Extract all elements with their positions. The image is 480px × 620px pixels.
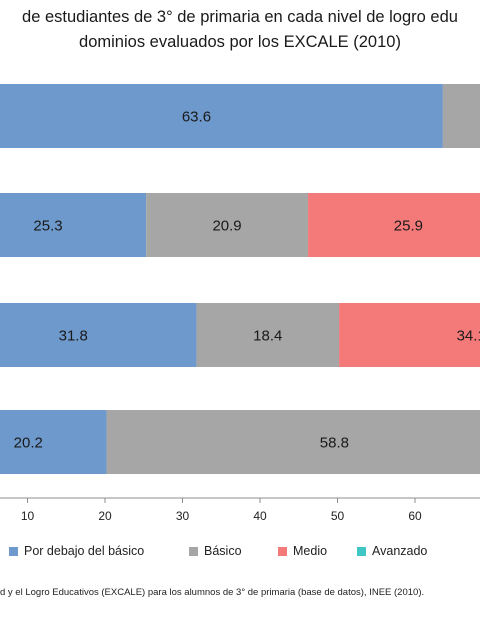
bar-segment-basic-row-4 [106,410,480,474]
chart-title-line-1: de estudiantes de 3° de primaria en cada… [22,8,458,26]
legend-label-medium: Medio [293,544,328,558]
x-tick-label-60: 60 [408,509,422,523]
data-label-below-row-2: 25.3 [33,218,62,235]
legend-swatch-advanced [357,546,366,556]
data-label-below-row-3: 31.8 [59,328,88,345]
legend-label-basic: Básico [204,544,242,558]
bar-segment-below-row-3 [0,303,197,367]
bar-segment-basic-row-3 [196,303,340,367]
data-label-basic-row-2: 20.9 [212,218,241,235]
data-label-basic-row-3: 18.4 [253,328,282,345]
x-tick-label-30: 30 [176,509,190,523]
legend-swatch-medium [278,546,287,556]
x-tick-label-20: 20 [98,509,112,523]
legend-swatch-below [9,546,18,556]
legend-item-basic: Básico [189,544,242,558]
bar-segment-below-row-1 [0,84,443,148]
data-label-basic-row-4: 58.8 [320,435,349,452]
stacked-bar-chart: 63.623.225.320.925.931.818.434.120.258.8… [0,84,480,523]
bar-segment-below-row-4 [0,410,107,474]
legend-item-below: Por debajo del básico [9,544,144,558]
x-tick-label-10: 10 [21,509,35,523]
x-tick-label-40: 40 [253,509,267,523]
data-label-below-row-1: 63.6 [182,109,211,126]
x-tick-label-50: 50 [331,509,345,523]
legend-item-medium: Medio [278,544,327,558]
data-label-medium-row-2: 25.9 [394,218,423,235]
legend-label-below: Por debajo del básico [24,544,145,558]
bar-segment-medium-row-2 [308,193,480,257]
legend-swatch-basic [189,546,198,556]
bar-segment-below-row-2 [0,193,147,257]
data-label-medium-row-3: 34.1 [457,328,480,345]
chart-title-line-2: dominios evaluados por los EXCALE (2010) [79,33,401,51]
bar-segment-basic-row-1 [442,84,480,148]
data-label-below-row-4: 20.2 [14,435,43,452]
legend-item-advanced: Avanzado [357,544,427,558]
source-note: d y el Logro Educativos (EXCALE) para lo… [0,587,425,598]
legend-label-advanced: Avanzado [372,544,428,558]
bar-segment-basic-row-2 [146,193,309,257]
chart-legend: Por debajo del básico Básico Medio Avanz… [0,544,480,562]
bar-segment-medium-row-3 [339,303,480,367]
